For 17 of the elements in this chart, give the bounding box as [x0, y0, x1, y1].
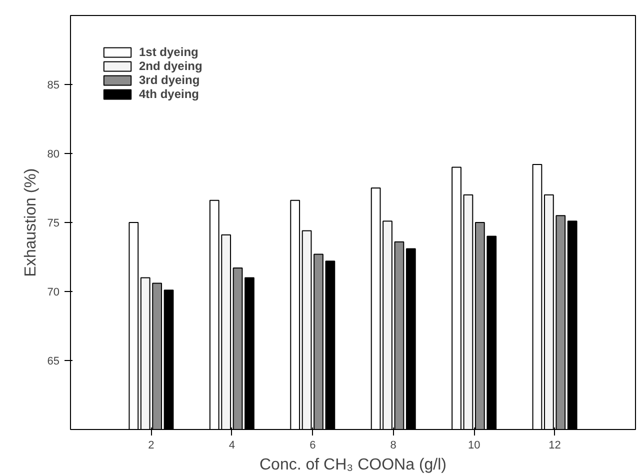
- x-tick-label: 12: [548, 440, 561, 452]
- y-tick-label: 85: [47, 80, 60, 92]
- y-axis-title: Exhaustion (%): [22, 168, 40, 277]
- x-tick-label: 10: [468, 440, 480, 452]
- y-tick-label: 75: [47, 218, 60, 230]
- x-tick-label: 6: [310, 440, 316, 452]
- y-tick-label: 80: [47, 148, 60, 160]
- y-tick-label: 65: [47, 356, 60, 368]
- x-tick-label: 2: [148, 440, 154, 452]
- legend-label: 1st dyeing: [139, 45, 198, 59]
- x-axis-title: Conc. of CH₃ COONa (g/l): [260, 456, 446, 474]
- y-tick-label: 70: [47, 286, 60, 298]
- x-tick-label: 4: [228, 440, 235, 452]
- x-tick-label: 8: [390, 440, 396, 452]
- legend-label: 2nd dyeing: [139, 59, 202, 73]
- legend-label: 3rd dyeing: [139, 73, 200, 87]
- legend-label: 4th dyeing: [139, 87, 200, 101]
